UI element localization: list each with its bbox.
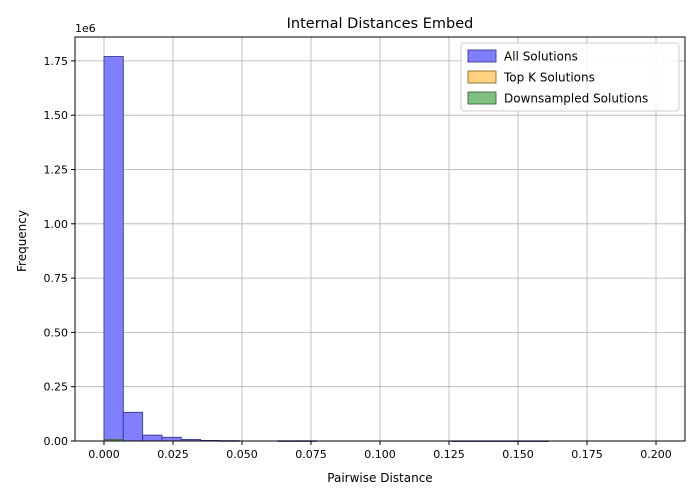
chart-title: Internal Distances Embed xyxy=(287,16,474,32)
y-tick-label: 1.25 xyxy=(44,163,69,176)
x-tick-label: 0.050 xyxy=(226,448,258,461)
histogram-bar-all-solutions xyxy=(122,411,144,442)
legend-swatch xyxy=(467,70,497,84)
x-tick-label: 0.125 xyxy=(433,448,465,461)
y-multiplier-label: 1e6 xyxy=(75,22,96,35)
x-tick-label: 0.150 xyxy=(502,448,534,461)
y-tick-label: 0.25 xyxy=(44,381,69,394)
legend-label: Downsampled Solutions xyxy=(504,92,648,106)
x-axis-label: Pairwise Distance xyxy=(327,471,432,485)
x-tick-label: 0.100 xyxy=(364,448,396,461)
y-tick-label: 0.00 xyxy=(44,435,69,448)
legend-swatch xyxy=(467,91,497,105)
legend-label: All Solutions xyxy=(504,50,578,64)
y-axis-ticks: 0.00 0.25 0.50 0.75 1.00 1.25 1.50 1.75 xyxy=(44,55,75,448)
y-tick-label: 0.75 xyxy=(44,272,69,285)
x-tick-label: 0.200 xyxy=(640,448,672,461)
x-tick-label: 0.000 xyxy=(88,448,120,461)
x-tick-label: 0.025 xyxy=(157,448,189,461)
histogram-bar-all-solutions xyxy=(103,56,124,442)
legend-box xyxy=(460,42,680,112)
x-tick-label: 0.075 xyxy=(295,448,327,461)
y-tick-label: 0.50 xyxy=(44,326,69,339)
legend-swatch xyxy=(467,49,497,63)
histogram-bar-all-solutions xyxy=(142,434,163,442)
legend-label: Top K Solutions xyxy=(503,71,595,85)
y-tick-label: 1.50 xyxy=(44,109,69,122)
x-tick-label: 0.175 xyxy=(571,448,603,461)
y-tick-label: 1.00 xyxy=(44,218,69,231)
y-axis-label: Frequency xyxy=(15,210,29,272)
chart-legend: All Solutions Top K Solutions Downsampled … xyxy=(460,42,680,112)
histogram-bar-all-solutions xyxy=(161,436,182,442)
histogram-bars xyxy=(103,56,549,442)
x-axis-ticks: 0.000 0.025 0.050 0.075 0.100 0.125 0.150 0.175… xyxy=(88,441,672,461)
y-tick-label: 1.75 xyxy=(44,55,69,68)
